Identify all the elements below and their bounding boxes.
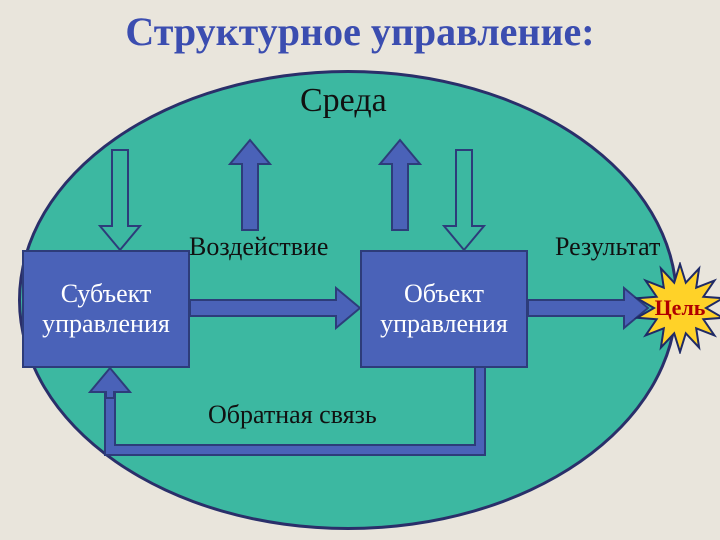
environment-label: Среда bbox=[300, 82, 387, 120]
goal-starburst: Цель bbox=[634, 262, 720, 354]
result-label: Результат bbox=[555, 232, 660, 262]
influence-label: Воздействие bbox=[189, 232, 328, 262]
object-box: Объект управления bbox=[360, 250, 528, 368]
feedback-label: Обратная связь bbox=[208, 400, 377, 430]
page-title: Структурное управление: bbox=[0, 8, 720, 55]
goal-label: Цель bbox=[634, 262, 720, 354]
subject-box: Субъект управления bbox=[22, 250, 190, 368]
